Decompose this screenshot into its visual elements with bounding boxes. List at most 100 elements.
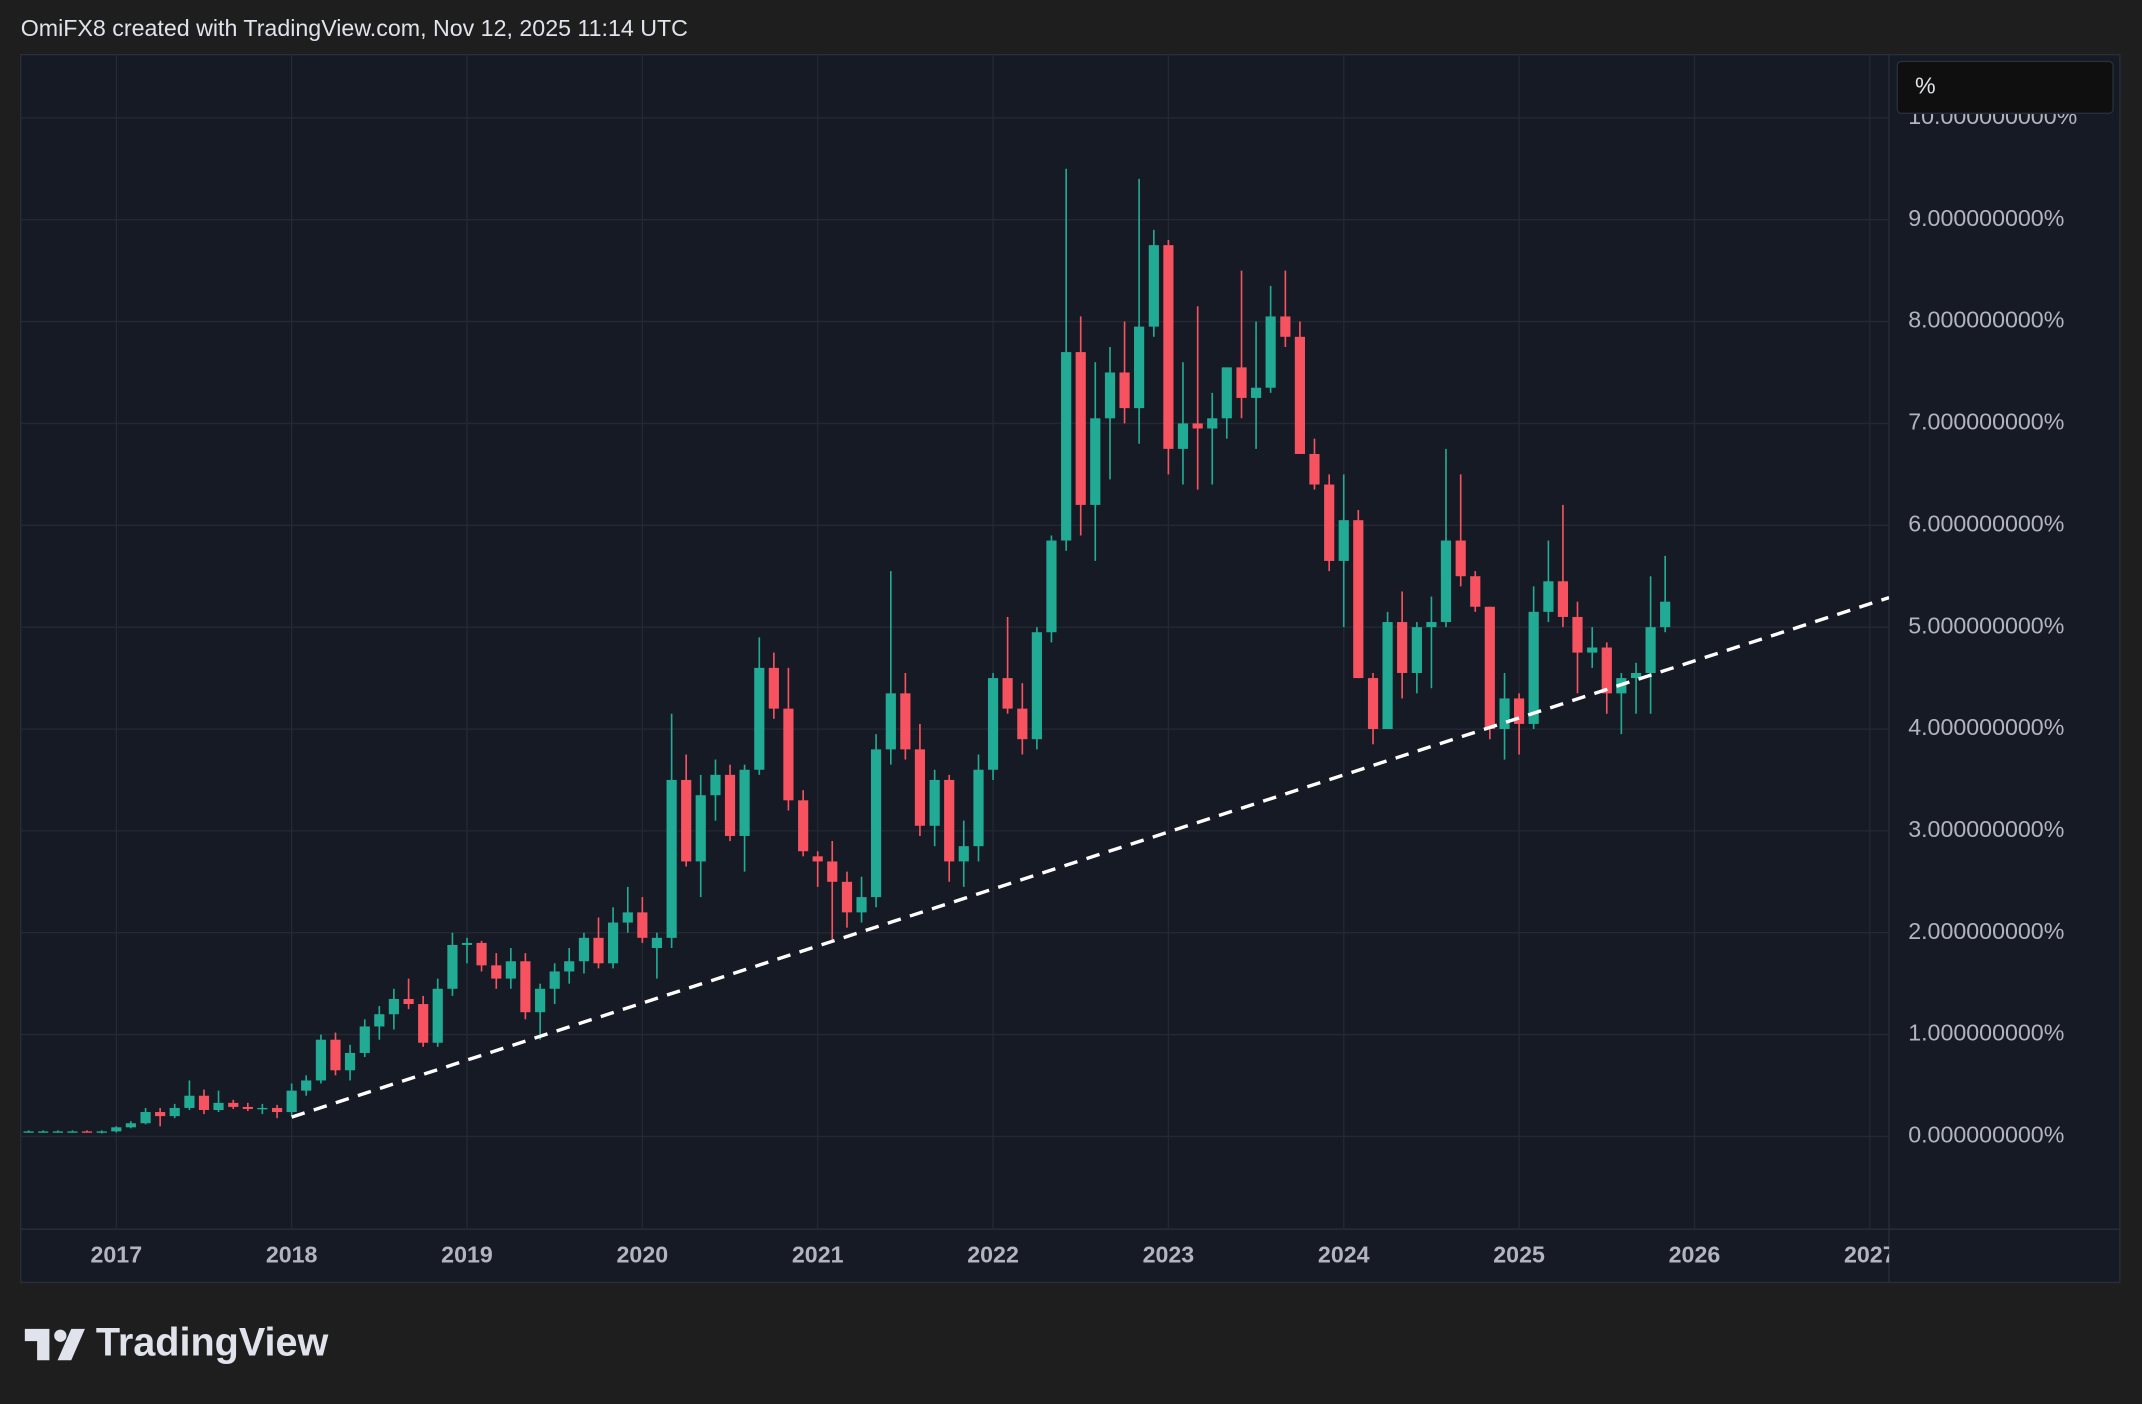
candle-body: [1163, 245, 1174, 449]
candle-body: [812, 856, 823, 862]
x-tick-label: 2023: [1143, 1242, 1195, 1268]
candle-body: [1382, 622, 1393, 730]
time-axis: 2017 2018 2019 2020 2021 2022 2023 2024 2025 2026…: [90, 1242, 1896, 1268]
candle-body: [929, 779, 940, 826]
candle-body: [914, 749, 926, 826]
candle-body: [1148, 245, 1159, 327]
unit-box-label: %: [1915, 73, 1936, 99]
candle-body: [301, 1080, 312, 1091]
candle-body: [38, 1131, 49, 1133]
y-tick-label: 8.000000000%: [1908, 307, 2064, 333]
candle-body: [1031, 632, 1042, 740]
candle-body: [710, 774, 721, 796]
candle-body: [213, 1102, 224, 1110]
candle-body: [900, 693, 911, 750]
candle-body: [1411, 627, 1422, 673]
candle-body: [286, 1090, 297, 1113]
candle-body: [666, 779, 677, 938]
candle-body: [973, 769, 984, 847]
candle-body: [564, 961, 575, 972]
candle-body: [1645, 627, 1656, 673]
candle-body: [754, 667, 765, 770]
candle-body: [257, 1107, 268, 1110]
y-tick-label: 0.000000000%: [1908, 1122, 2064, 1148]
x-tick-label: 2017: [90, 1242, 142, 1268]
candle-body: [140, 1112, 151, 1124]
candle-body: [418, 1004, 429, 1043]
candle-body: [1280, 316, 1291, 337]
candle-body: [461, 942, 473, 945]
candle-body: [1499, 698, 1510, 730]
candle-body: [491, 965, 502, 979]
brand-logo: [24, 1328, 85, 1361]
unit-box[interactable]: [1896, 60, 2114, 115]
candle-body: [768, 667, 779, 709]
candle-body: [242, 1106, 253, 1109]
candle-body: [96, 1131, 107, 1133]
candle-body: [651, 937, 662, 949]
y-tick-label: 4.000000000%: [1908, 714, 2064, 740]
candle-body: [798, 800, 809, 852]
candle-body: [476, 942, 487, 966]
candle-body: [447, 944, 458, 989]
candle-body: [81, 1131, 93, 1133]
candle-body: [885, 693, 896, 750]
candle-body: [724, 774, 736, 836]
candle-body: [1324, 484, 1335, 561]
candle-body: [520, 961, 531, 1013]
candle-body: [67, 1131, 78, 1133]
candle-body: [870, 749, 882, 898]
candle-body: [359, 1026, 370, 1053]
logo-mark: [24, 1328, 50, 1361]
candle-body: [432, 988, 443, 1043]
candle-body: [155, 1112, 166, 1117]
candle-body: [987, 678, 999, 770]
x-tick-label: 2019: [441, 1242, 493, 1268]
candle-body: [827, 861, 838, 882]
candle-body: [1192, 423, 1203, 429]
candle-body: [1514, 698, 1525, 724]
candle-body: [344, 1052, 356, 1071]
candle-body: [1075, 352, 1086, 505]
candle-body: [23, 1131, 34, 1133]
y-tick-label: 2.000000000%: [1908, 918, 2064, 944]
candle-body: [1528, 611, 1539, 724]
candle-body: [549, 971, 560, 989]
candle-body: [1660, 601, 1671, 628]
candle-body: [1207, 418, 1218, 429]
x-tick-label: 2024: [1318, 1242, 1370, 1268]
candle-body: [169, 1107, 180, 1117]
candle-body: [622, 912, 633, 923]
candle-body: [403, 998, 414, 1005]
candle-body: [783, 708, 794, 801]
y-tick-label: 1.000000000%: [1908, 1020, 2064, 1046]
x-tick-label: 2020: [617, 1242, 669, 1268]
candle-body: [535, 988, 546, 1013]
candle-body: [856, 897, 867, 913]
candle-body: [1426, 622, 1437, 628]
logo-mark: [57, 1328, 85, 1361]
candle-body: [1090, 418, 1101, 505]
candle-body: [1440, 540, 1452, 623]
x-tick-label: 2026: [1669, 1242, 1721, 1268]
candle-body: [1367, 678, 1379, 730]
candle-body: [1046, 540, 1057, 633]
candle-body: [1119, 372, 1130, 409]
candle-body: [739, 769, 750, 836]
candle-body: [841, 881, 853, 913]
x-tick-label: 2022: [967, 1242, 1019, 1268]
header: OmiFX8 created with TradingView.com, Nov…: [21, 15, 688, 41]
grid: [20, 54, 1890, 1230]
candle-body: [1587, 647, 1598, 653]
candle-body: [1557, 581, 1569, 617]
candle-body: [1177, 423, 1189, 449]
candle-body: [271, 1107, 283, 1113]
candle-body: [1134, 326, 1145, 409]
candle-body: [958, 846, 969, 862]
x-tick-label: 2027: [1844, 1242, 1896, 1268]
candle-body: [184, 1095, 195, 1108]
candle-body: [125, 1123, 136, 1128]
candle-body: [578, 937, 590, 962]
